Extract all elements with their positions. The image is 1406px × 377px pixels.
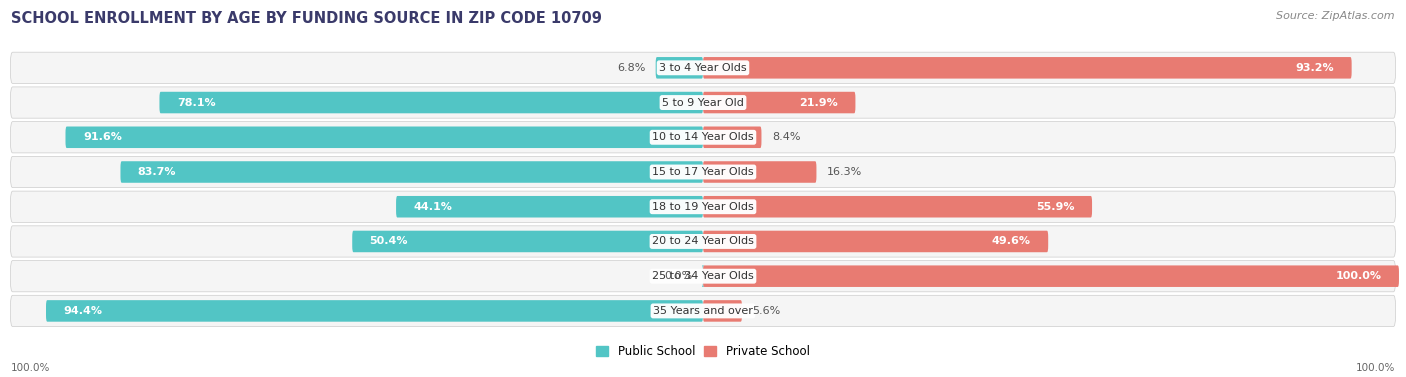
FancyBboxPatch shape: [66, 127, 703, 148]
Text: 35 Years and over: 35 Years and over: [652, 306, 754, 316]
Text: 20 to 24 Year Olds: 20 to 24 Year Olds: [652, 236, 754, 247]
FancyBboxPatch shape: [703, 161, 817, 183]
Text: 100.0%: 100.0%: [1355, 363, 1395, 373]
FancyBboxPatch shape: [10, 261, 1396, 292]
FancyBboxPatch shape: [702, 265, 704, 287]
Text: 3 to 4 Year Olds: 3 to 4 Year Olds: [659, 63, 747, 73]
FancyBboxPatch shape: [10, 295, 1396, 326]
FancyBboxPatch shape: [353, 231, 703, 252]
Text: 100.0%: 100.0%: [1336, 271, 1382, 281]
FancyBboxPatch shape: [10, 87, 1396, 118]
Text: 78.1%: 78.1%: [177, 98, 215, 107]
Text: SCHOOL ENROLLMENT BY AGE BY FUNDING SOURCE IN ZIP CODE 10709: SCHOOL ENROLLMENT BY AGE BY FUNDING SOUR…: [11, 11, 602, 26]
Text: 93.2%: 93.2%: [1295, 63, 1334, 73]
Legend: Public School, Private School: Public School, Private School: [592, 341, 814, 363]
Text: 44.1%: 44.1%: [413, 202, 453, 212]
Text: 0.0%: 0.0%: [664, 271, 693, 281]
Text: 8.4%: 8.4%: [772, 132, 800, 142]
Text: 100.0%: 100.0%: [11, 363, 51, 373]
Text: 94.4%: 94.4%: [63, 306, 103, 316]
FancyBboxPatch shape: [10, 226, 1396, 257]
FancyBboxPatch shape: [703, 196, 1092, 218]
Text: 50.4%: 50.4%: [370, 236, 408, 247]
Text: 83.7%: 83.7%: [138, 167, 176, 177]
FancyBboxPatch shape: [121, 161, 703, 183]
Text: 15 to 17 Year Olds: 15 to 17 Year Olds: [652, 167, 754, 177]
FancyBboxPatch shape: [703, 92, 855, 113]
FancyBboxPatch shape: [703, 300, 742, 322]
FancyBboxPatch shape: [655, 57, 703, 78]
FancyBboxPatch shape: [396, 196, 703, 218]
FancyBboxPatch shape: [10, 191, 1396, 222]
Text: 5 to 9 Year Old: 5 to 9 Year Old: [662, 98, 744, 107]
Text: 10 to 14 Year Olds: 10 to 14 Year Olds: [652, 132, 754, 142]
Text: 21.9%: 21.9%: [799, 98, 838, 107]
FancyBboxPatch shape: [10, 122, 1396, 153]
Text: 6.8%: 6.8%: [617, 63, 645, 73]
FancyBboxPatch shape: [46, 300, 703, 322]
Text: 25 to 34 Year Olds: 25 to 34 Year Olds: [652, 271, 754, 281]
FancyBboxPatch shape: [703, 127, 762, 148]
Text: Source: ZipAtlas.com: Source: ZipAtlas.com: [1277, 11, 1395, 21]
FancyBboxPatch shape: [703, 231, 1049, 252]
Text: 18 to 19 Year Olds: 18 to 19 Year Olds: [652, 202, 754, 212]
FancyBboxPatch shape: [10, 52, 1396, 83]
Text: 91.6%: 91.6%: [83, 132, 122, 142]
FancyBboxPatch shape: [703, 57, 1351, 78]
Text: 49.6%: 49.6%: [991, 236, 1031, 247]
Text: 16.3%: 16.3%: [827, 167, 862, 177]
FancyBboxPatch shape: [703, 265, 1399, 287]
Text: 55.9%: 55.9%: [1036, 202, 1074, 212]
FancyBboxPatch shape: [159, 92, 703, 113]
FancyBboxPatch shape: [10, 156, 1396, 188]
Text: 5.6%: 5.6%: [752, 306, 780, 316]
